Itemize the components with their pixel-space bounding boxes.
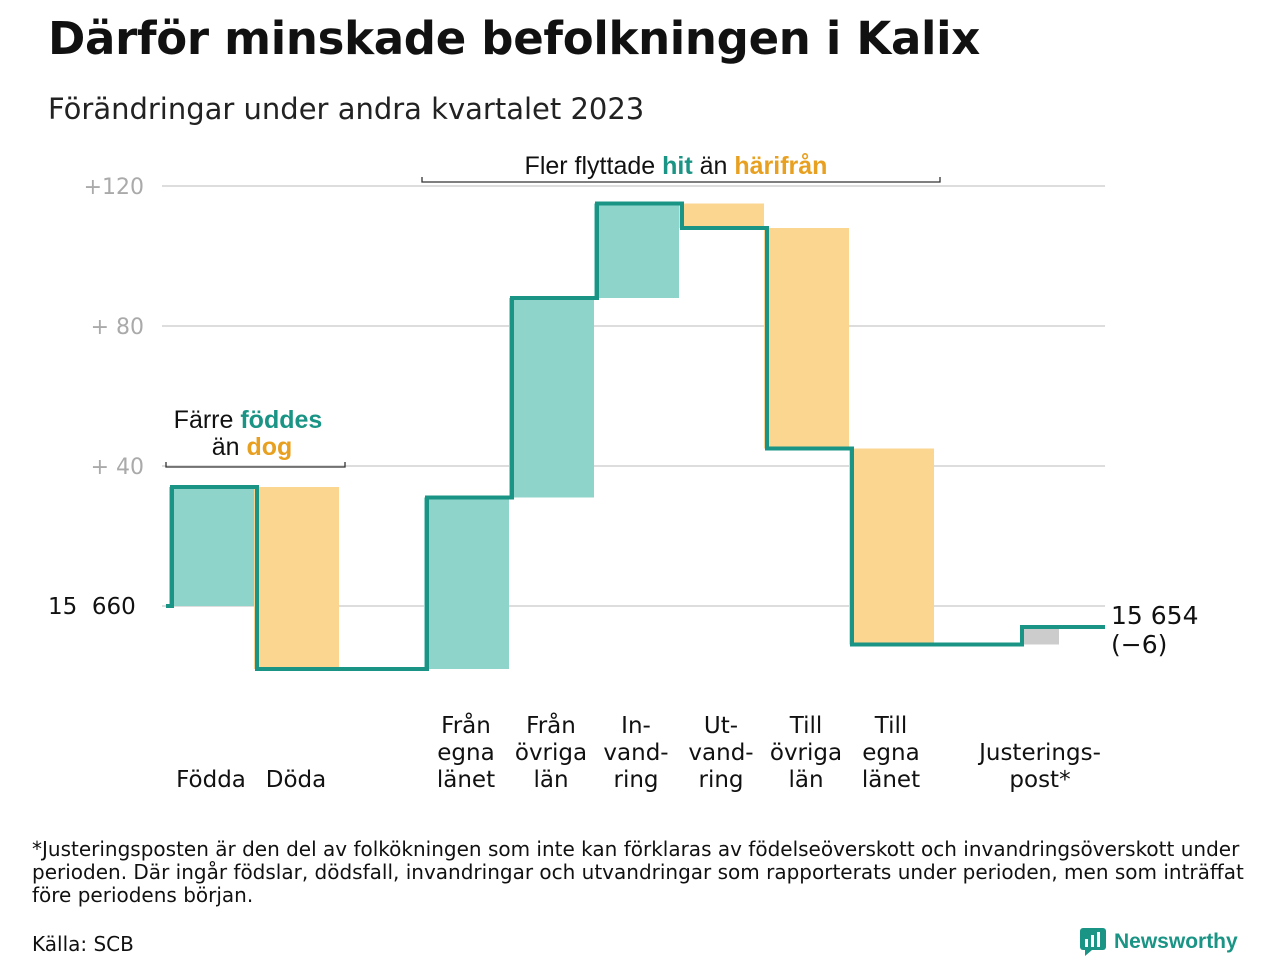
end-value-label: 15 654 [1111,601,1198,630]
category-label: övriga [770,740,842,766]
bar-increase [594,203,679,298]
newsworthy-logo-icon [1080,928,1106,956]
category-label: övriga [515,740,587,766]
svg-text:Fler flyttade hit än härifrån: Fler flyttade hit än härifrån [525,152,828,180]
brand-logo: Newsworthy [1080,928,1238,956]
bars [169,203,1059,669]
category-label: egna [437,740,494,766]
bar-increase [509,298,594,498]
bar-decrease [254,487,339,669]
bar-decrease [679,203,764,228]
bar-increase [424,497,509,669]
category-label: ring [698,767,743,793]
category-label: Ut- [704,713,738,739]
births-annotation-highlight: föddes [240,406,322,434]
waterfall-chart: +120+ 80+ 40 Födda DödaFrånegnalänetFrånö… [48,152,1198,793]
category-label: Döda [266,767,326,793]
category-label: egna [862,740,919,766]
end-change-label: (−6) [1111,630,1167,659]
category-label: post* [1009,767,1070,793]
births-annotation: Färre föddes än dog [165,406,346,468]
y-tick-label: + 40 [91,455,144,480]
births-annotation-highlight-2: dog [246,433,292,461]
category-label: Till [874,713,908,739]
moves-annotation: Fler flyttade hit än härifrån [421,152,941,183]
category-label: Från [526,711,576,739]
svg-text:Färre föddes: Färre föddes [174,406,323,434]
bar-decrease [764,228,849,449]
chart-subtitle: Förändringar under andra kvartalet 2023 [48,92,645,126]
category-label: Från [441,711,491,739]
births-annotation-pre: Färre [174,406,241,434]
category-label: Till [789,713,823,739]
category-label: vand- [688,740,753,766]
category-label: län [533,767,568,793]
source-label: Källa: SCB [32,932,134,956]
category-labels: Födda DödaFrånegnalänetFrånövrigalänIn-va… [176,711,1101,793]
category-label: ring [613,767,658,793]
bar-increase [169,487,254,606]
footnote: *Justeringsposten är den del av folkökni… [32,837,1244,907]
category-label: vand- [603,740,668,766]
svg-text:än dog: än dog [212,433,293,461]
births-annotation-mid: än [212,433,247,461]
births-bracket [165,462,346,468]
moves-annotation-highlight-2: härifrån [734,152,827,180]
brand-name: Newsworthy [1114,930,1238,953]
category-label: In- [621,713,651,739]
bar-adjust [1022,627,1059,645]
moves-annotation-highlight: hit [662,152,693,180]
chart-title: Därför minskade befolkningen i Kalix [48,12,981,65]
y-tick-label: +120 [84,175,144,200]
category-label: länet [437,767,495,793]
category-label: länet [862,767,920,793]
category-label: Födda [176,767,246,793]
step-line [166,201,1105,671]
bar-decrease [849,448,934,645]
category-label: Justerings- [977,740,1101,766]
moves-annotation-pre: Fler flyttade [525,152,663,180]
category-label: län [788,767,823,793]
start-value-label: 15 660 [48,594,136,620]
y-tick-label: + 80 [91,315,144,340]
step-line-group [166,201,1105,671]
moves-bracket [421,177,941,183]
moves-annotation-mid: än [693,152,735,180]
